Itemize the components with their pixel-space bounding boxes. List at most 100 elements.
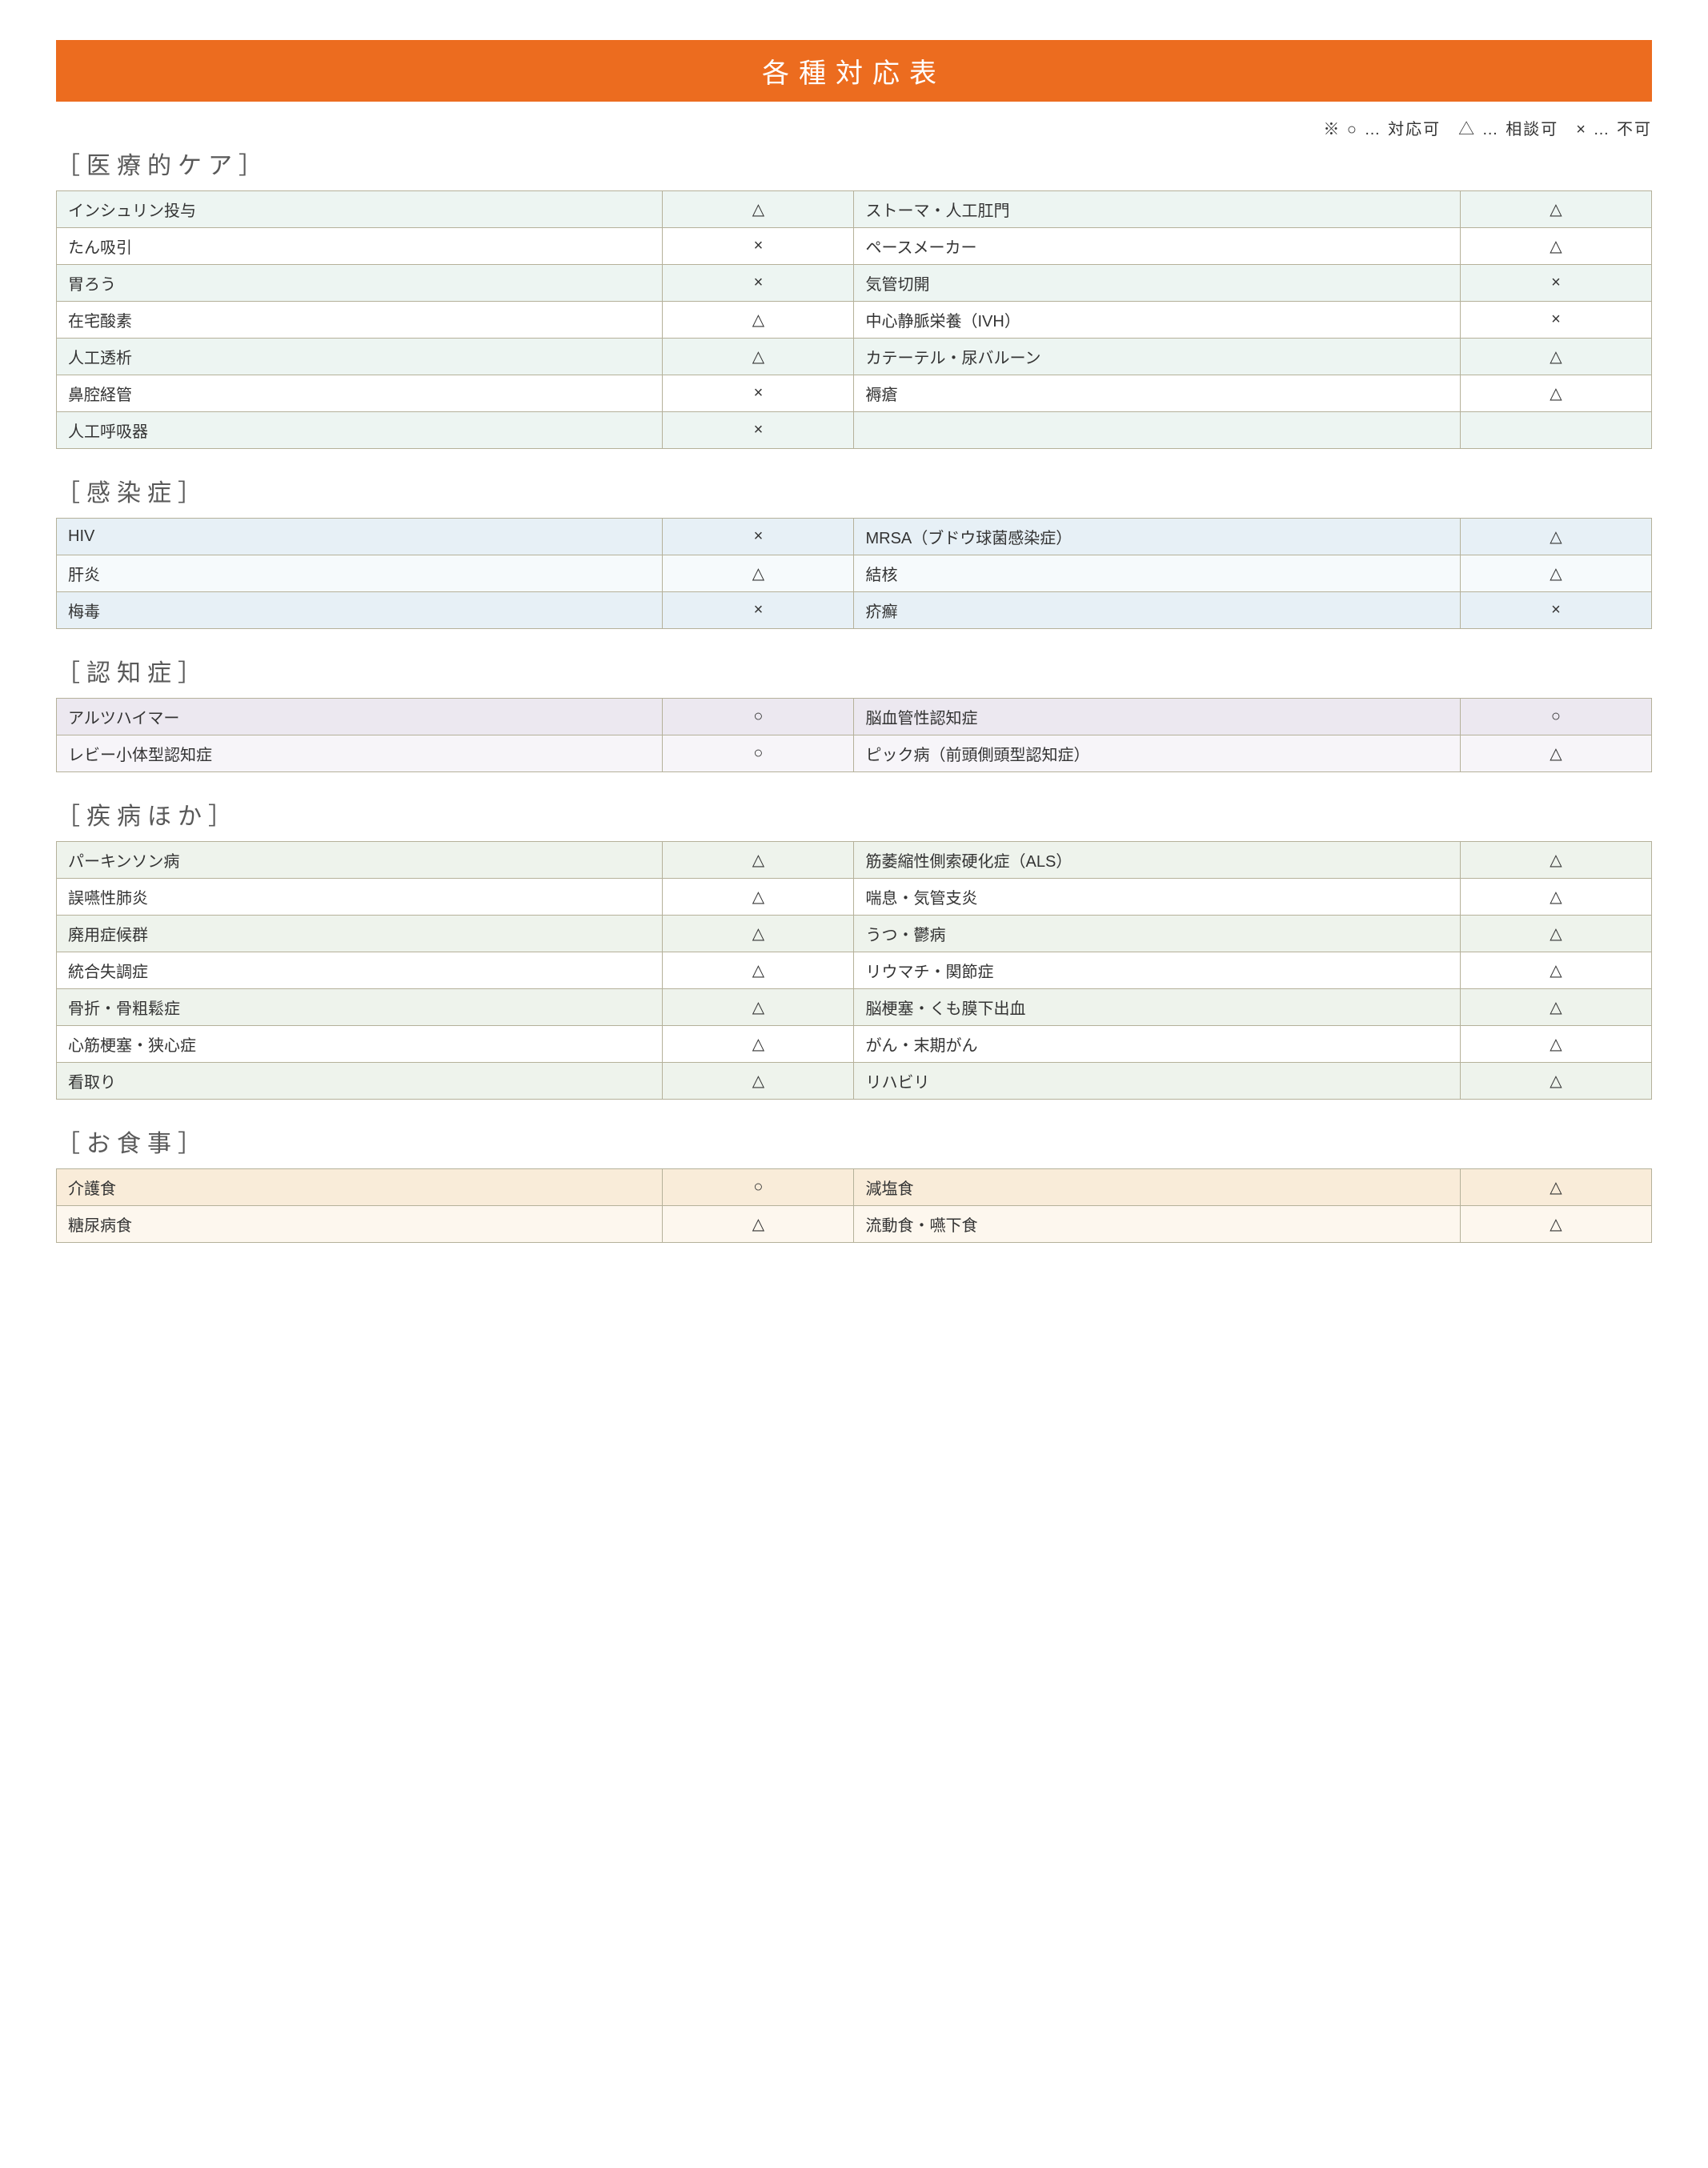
item-label: リハビリ [854,1063,1460,1100]
section-heading: ［疾病ほか］ [56,796,1652,832]
item-label: 看取り [57,1063,663,1100]
item-symbol: × [663,375,854,412]
item-symbol: × [1460,302,1651,339]
item-label: 在宅酸素 [57,302,663,339]
item-label: 人工呼吸器 [57,412,663,449]
item-label: 脳梗塞・くも膜下出血 [854,989,1460,1026]
table-row: 梅毒×疥癬× [57,592,1652,629]
item-label: 梅毒 [57,592,663,629]
item-symbol: △ [1460,519,1651,555]
table-row: 人工透析△カテーテル・尿バルーン△ [57,339,1652,375]
table-row: 胃ろう×気管切開× [57,265,1652,302]
data-table: 介護食○減塩食△糖尿病食△流動食・嚥下食△ [56,1168,1652,1243]
item-symbol: △ [1460,191,1651,228]
table-row: 統合失調症△リウマチ・関節症△ [57,952,1652,989]
item-label [854,412,1460,449]
item-label: 脳血管性認知症 [854,699,1460,735]
item-label: 介護食 [57,1169,663,1206]
item-label: 疥癬 [854,592,1460,629]
item-symbol: △ [663,1063,854,1100]
item-symbol: ○ [663,735,854,772]
section-heading: ［お食事］ [56,1124,1652,1159]
item-symbol: △ [1460,1206,1651,1243]
item-label: 流動食・嚥下食 [854,1206,1460,1243]
item-label: パーキンソン病 [57,842,663,879]
item-label: うつ・鬱病 [854,916,1460,952]
item-label: レビー小体型認知症 [57,735,663,772]
item-symbol: △ [1460,842,1651,879]
item-symbol: × [1460,265,1651,302]
table-row: 誤嚥性肺炎△喘息・気管支炎△ [57,879,1652,916]
item-label: ペースメーカー [854,228,1460,265]
data-table: パーキンソン病△筋萎縮性側索硬化症（ALS）△誤嚥性肺炎△喘息・気管支炎△廃用症… [56,841,1652,1100]
item-label: ストーマ・人工肛門 [854,191,1460,228]
item-label: カテーテル・尿バルーン [854,339,1460,375]
item-symbol: △ [1460,989,1651,1026]
item-symbol: △ [1460,879,1651,916]
item-label: 中心静脈栄養（IVH） [854,302,1460,339]
table-row: 鼻腔経管×褥瘡△ [57,375,1652,412]
table-row: 骨折・骨粗鬆症△脳梗塞・くも膜下出血△ [57,989,1652,1026]
section-heading: ［認知症］ [56,653,1652,688]
item-symbol: △ [1460,1169,1651,1206]
sections-container: ［医療的ケア］インシュリン投与△ストーマ・人工肛門△たん吸引×ペースメーカー△胃… [56,146,1652,1243]
item-symbol: △ [663,555,854,592]
table-row: アルツハイマー○脳血管性認知症○ [57,699,1652,735]
item-symbol: △ [1460,952,1651,989]
table-row: 在宅酸素△中心静脈栄養（IVH）× [57,302,1652,339]
section-heading: ［感染症］ [56,473,1652,508]
table-row: 心筋梗塞・狭心症△がん・末期がん△ [57,1026,1652,1063]
item-label: 誤嚥性肺炎 [57,879,663,916]
data-table: インシュリン投与△ストーマ・人工肛門△たん吸引×ペースメーカー△胃ろう×気管切開… [56,190,1652,449]
page-title: 各種対応表 [56,40,1652,102]
item-symbol: △ [1460,1026,1651,1063]
item-symbol: △ [1460,228,1651,265]
item-symbol: △ [663,339,854,375]
item-label: リウマチ・関節症 [854,952,1460,989]
data-table: アルツハイマー○脳血管性認知症○レビー小体型認知症○ピック病（前頭側頭型認知症）… [56,698,1652,772]
item-symbol: △ [1460,555,1651,592]
item-label: 喘息・気管支炎 [854,879,1460,916]
item-symbol: △ [663,952,854,989]
item-label: 結核 [854,555,1460,592]
item-symbol [1460,412,1651,449]
item-symbol: ○ [663,699,854,735]
item-symbol: ○ [1460,699,1651,735]
item-symbol: × [663,519,854,555]
item-symbol: △ [663,1026,854,1063]
data-table: HIV×MRSA（ブドウ球菌感染症）△肝炎△結核△梅毒×疥癬× [56,518,1652,629]
item-label: たん吸引 [57,228,663,265]
item-label: がん・末期がん [854,1026,1460,1063]
item-symbol: △ [663,1206,854,1243]
table-row: インシュリン投与△ストーマ・人工肛門△ [57,191,1652,228]
legend-text: ※ ○ … 対応可 △ … 相談可 × … 不可 [56,116,1652,139]
item-label: 骨折・骨粗鬆症 [57,989,663,1026]
table-row: 人工呼吸器× [57,412,1652,449]
item-label: 鼻腔経管 [57,375,663,412]
item-symbol: △ [663,302,854,339]
item-symbol: △ [663,191,854,228]
item-label: 褥瘡 [854,375,1460,412]
item-symbol: △ [1460,735,1651,772]
item-symbol: ○ [663,1169,854,1206]
item-symbol: △ [663,916,854,952]
table-row: たん吸引×ペースメーカー△ [57,228,1652,265]
item-label: MRSA（ブドウ球菌感染症） [854,519,1460,555]
item-symbol: × [663,592,854,629]
table-row: HIV×MRSA（ブドウ球菌感染症）△ [57,519,1652,555]
table-row: 看取り△リハビリ△ [57,1063,1652,1100]
item-label: 減塩食 [854,1169,1460,1206]
item-label: 糖尿病食 [57,1206,663,1243]
item-symbol: × [663,412,854,449]
item-label: HIV [57,519,663,555]
item-symbol: △ [663,842,854,879]
table-row: パーキンソン病△筋萎縮性側索硬化症（ALS）△ [57,842,1652,879]
item-symbol: × [663,228,854,265]
item-label: 筋萎縮性側索硬化症（ALS） [854,842,1460,879]
item-symbol: △ [1460,375,1651,412]
item-label: インシュリン投与 [57,191,663,228]
item-label: 肝炎 [57,555,663,592]
item-label: 統合失調症 [57,952,663,989]
item-symbol: △ [663,879,854,916]
table-row: 肝炎△結核△ [57,555,1652,592]
